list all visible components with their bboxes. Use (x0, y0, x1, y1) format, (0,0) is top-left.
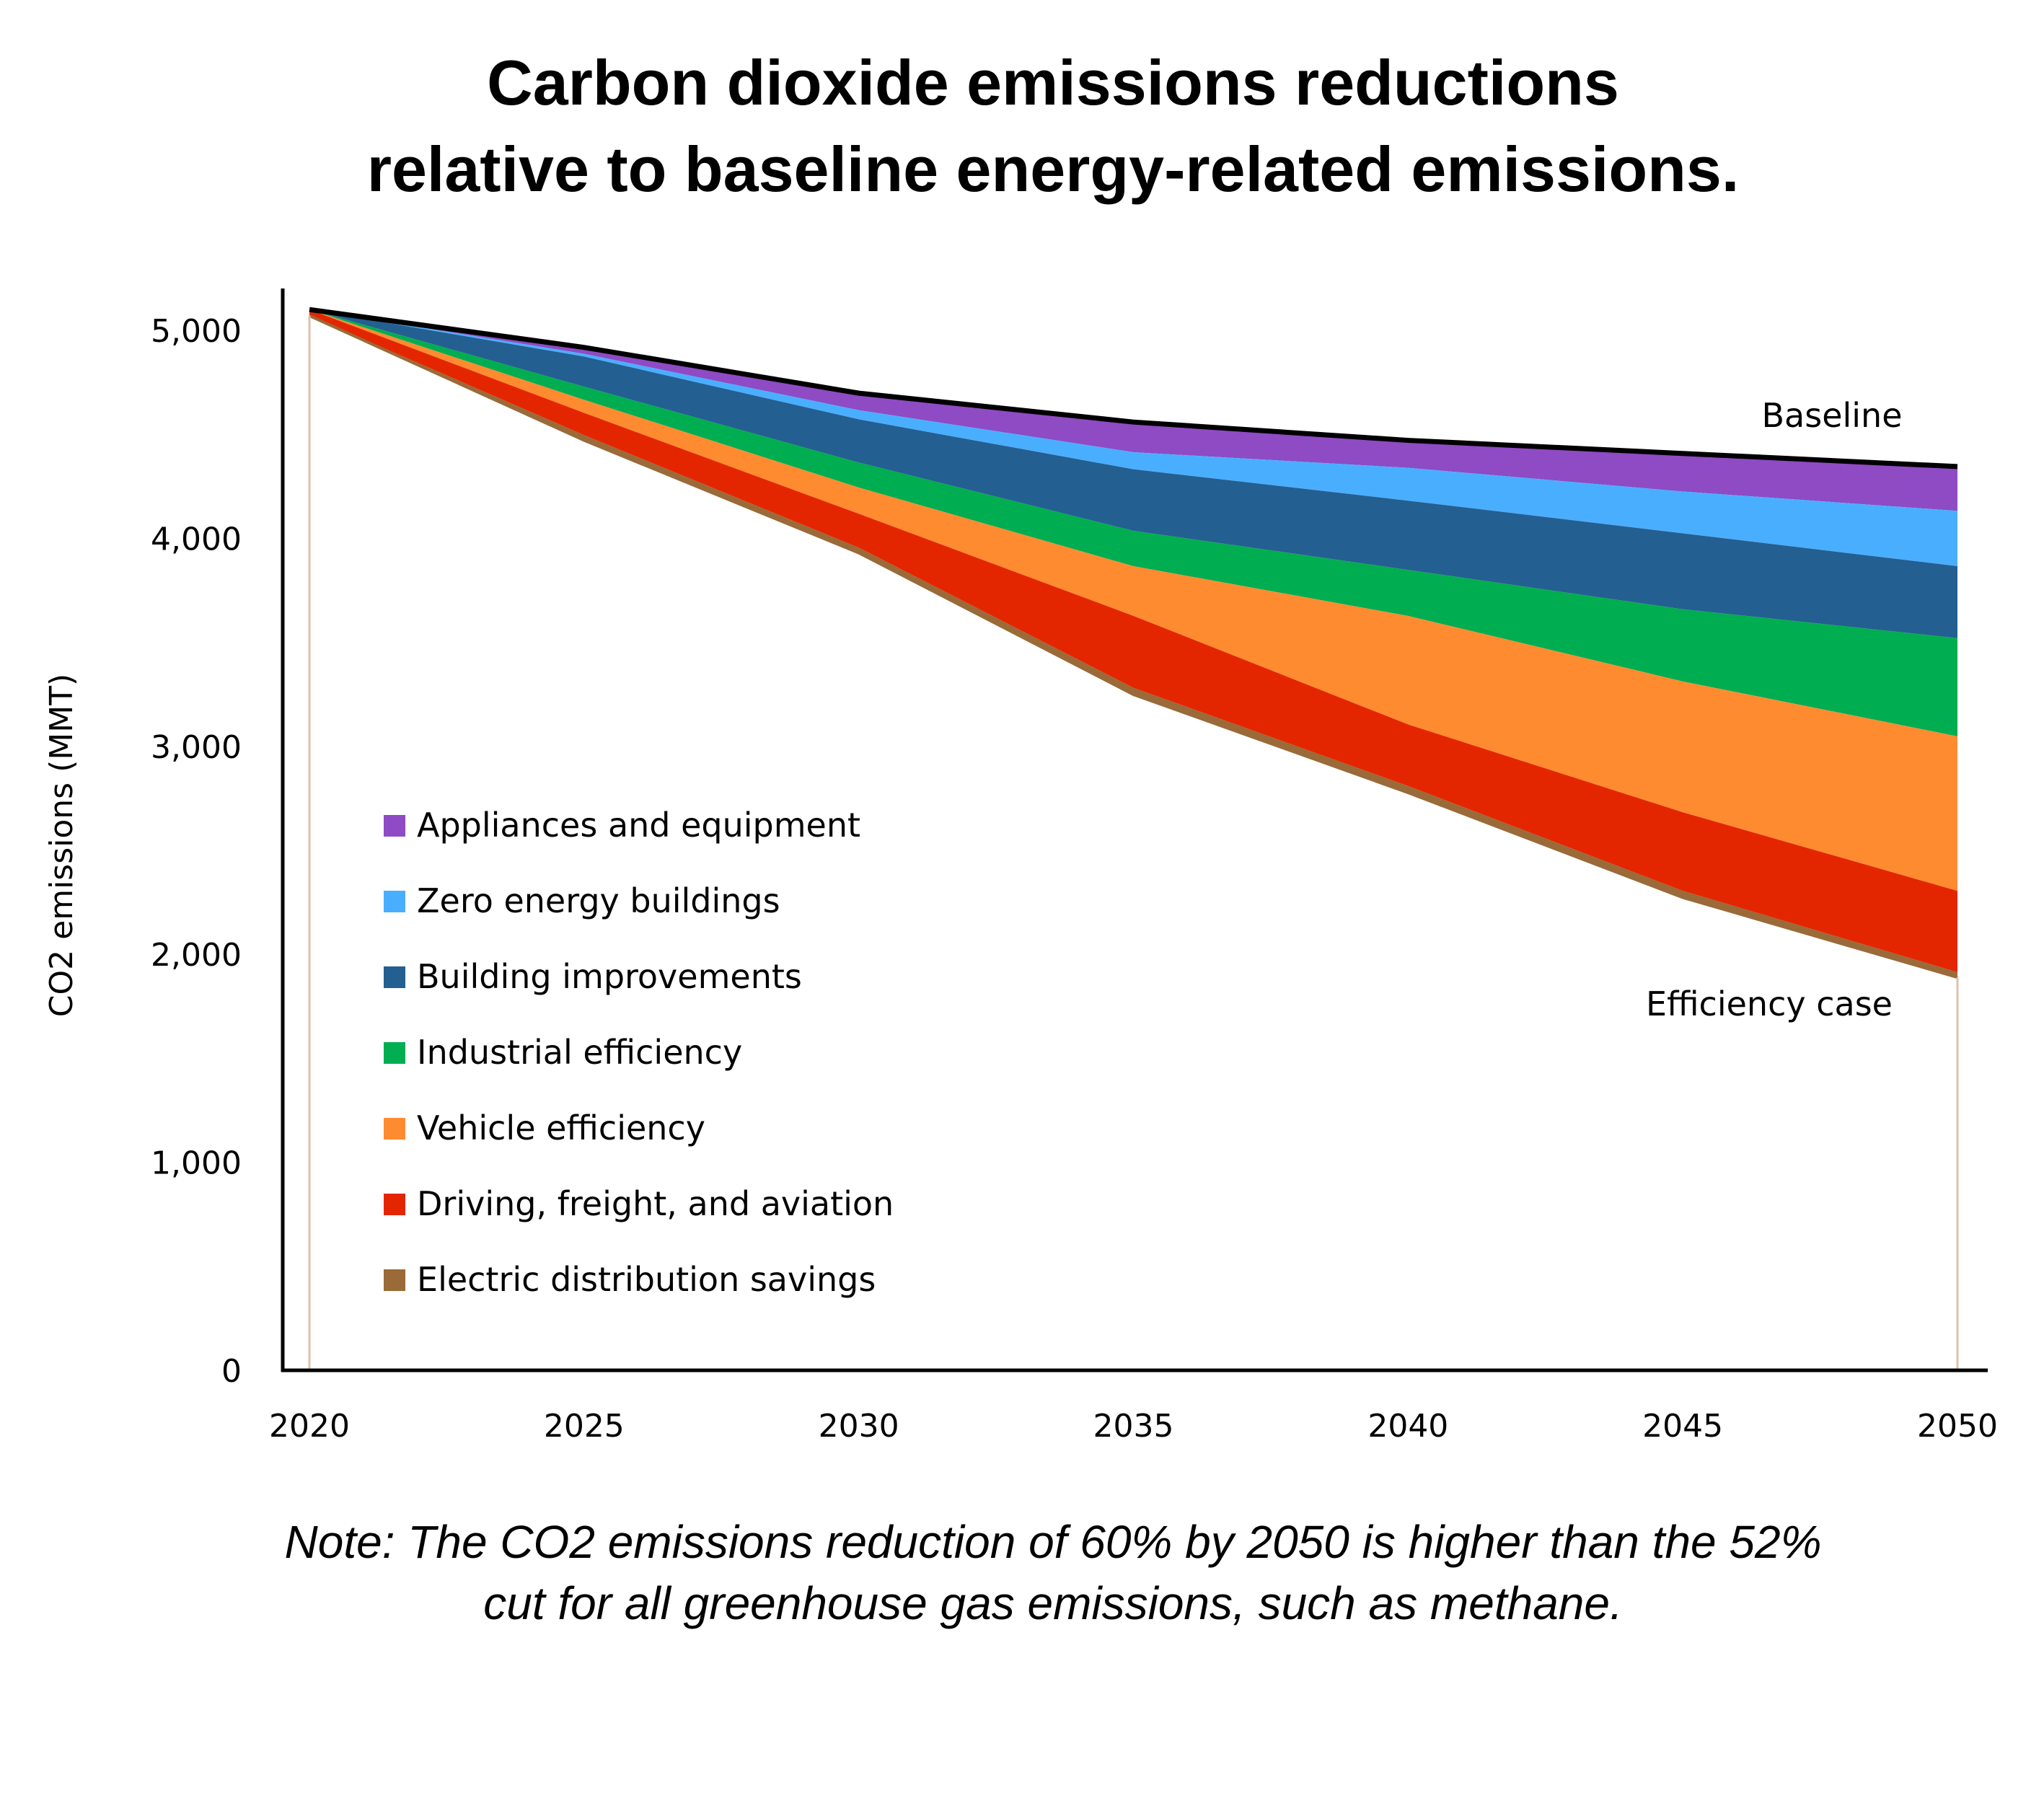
legend-label: Building improvements (417, 957, 802, 996)
x-tick-label: 2020 (269, 1408, 350, 1445)
legend-item: Appliances and equipment (384, 806, 860, 845)
legend-label: Appliances and equipment (417, 806, 860, 845)
legend-label: Vehicle efficiency (417, 1109, 705, 1147)
legend-item: Vehicle efficiency (384, 1109, 705, 1147)
legend-label: Zero energy buildings (417, 881, 780, 920)
legend-item: Driving, freight, and aviation (384, 1184, 894, 1223)
legend-swatch (384, 815, 405, 837)
legend-label: Electric distribution savings (417, 1260, 876, 1299)
y-tick-label: 3,000 (151, 729, 242, 766)
note-line-1: Note: The CO2 emissions reduction of 60%… (285, 1516, 1822, 1568)
legend-item: Industrial efficiency (384, 1033, 742, 1072)
area-driving-freight-and-aviation (309, 309, 1957, 973)
chart-title-line-1: Carbon dioxide emissions reductions (487, 47, 1619, 118)
legend-item: Zero energy buildings (384, 881, 780, 920)
x-tick-label: 2045 (1642, 1408, 1723, 1445)
legend-swatch (384, 966, 405, 988)
legend-swatch (384, 1042, 405, 1064)
legend-swatch (384, 1194, 405, 1215)
stacked-areas (308, 307, 1959, 1370)
area-zero-energy-buildings (309, 309, 1957, 567)
y-tick-label: 0 (221, 1353, 242, 1390)
y-axis-label: CO2 emissions (MMT) (43, 674, 80, 1017)
area-building-improvements (309, 309, 1957, 638)
area-vehicle-efficiency (309, 309, 1957, 891)
legend-swatch (384, 1269, 405, 1291)
chart-title-line-2: relative to baseline energy-related emis… (367, 133, 1740, 205)
legend-swatch (384, 891, 405, 912)
efficiency-case-line (309, 314, 1958, 979)
axes: 0 1,000 2,000 3,000 4,000 5,000 2020 2025 2030 20… (151, 288, 1998, 1445)
legend-label: Driving, freight, and aviation (417, 1184, 894, 1223)
baseline-label: Baseline (1761, 396, 1902, 435)
x-tick-label: 2030 (819, 1408, 899, 1445)
x-tick-label: 2050 (1917, 1408, 1998, 1445)
legend-swatch (384, 1118, 405, 1140)
area-appliances-and-equipment (309, 309, 1957, 511)
area-industrial-efficiency (309, 309, 1957, 736)
legend-label: Industrial efficiency (417, 1033, 742, 1072)
legend-item: Electric distribution savings (384, 1260, 876, 1299)
note-line-2: cut for all greenhouse gas emissions, su… (483, 1577, 1623, 1629)
efficiency-case-label: Efficiency case (1646, 984, 1893, 1023)
y-tick-label: 4,000 (151, 521, 242, 558)
y-tick-label: 1,000 (151, 1145, 242, 1182)
legend-item: Building improvements (384, 957, 802, 996)
baseline-line (309, 307, 1958, 470)
x-tick-label: 2035 (1093, 1408, 1174, 1445)
y-tick-label: 2,000 (151, 937, 242, 974)
x-tick-label: 2025 (544, 1408, 625, 1445)
x-tick-label: 2040 (1367, 1408, 1448, 1445)
y-tick-label: 5,000 (151, 313, 242, 350)
legend: Appliances and equipment Zero energy buil… (384, 806, 894, 1299)
